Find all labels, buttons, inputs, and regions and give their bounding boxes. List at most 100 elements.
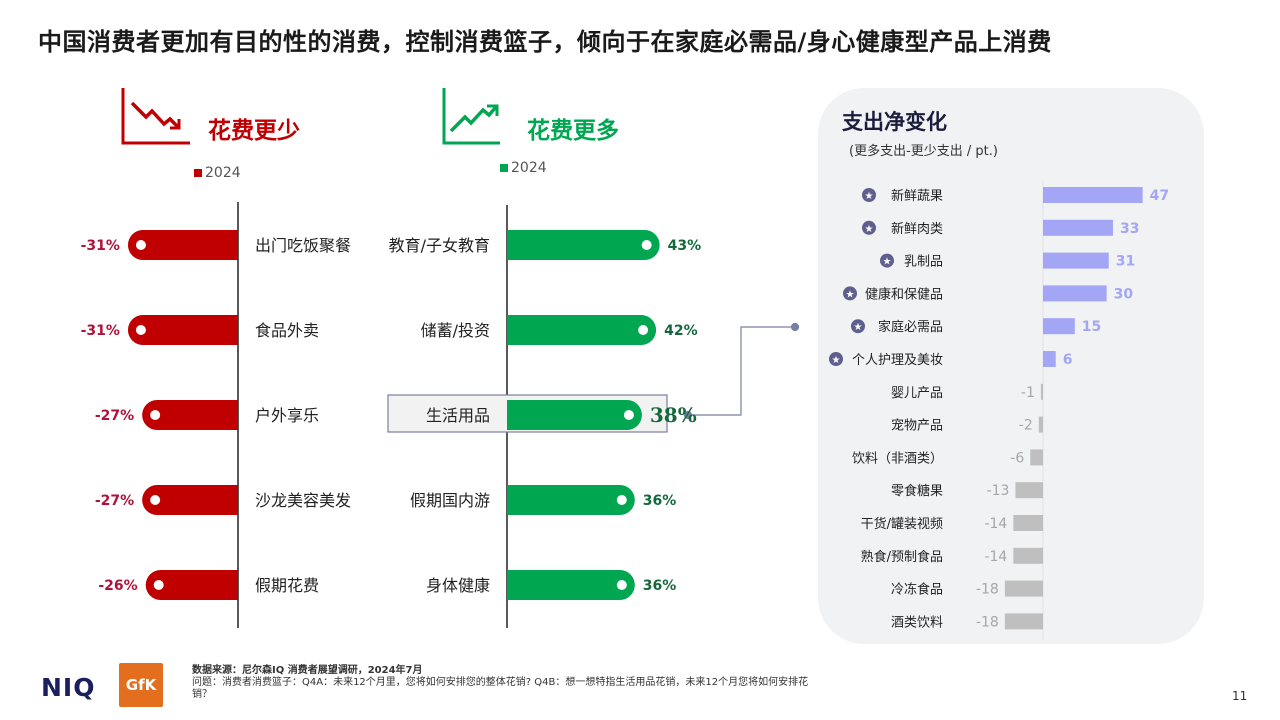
net-bar (1030, 449, 1043, 466)
net-category-label: 饮料（非酒类） (852, 451, 943, 466)
more-bar (507, 315, 657, 345)
star-icon: ★ (862, 220, 876, 235)
less-category-label: 户外享乐 (255, 406, 319, 425)
net-value-label: -14 (984, 516, 1007, 532)
net-bar (1004, 580, 1043, 597)
more-category-label: 身体健康 (426, 576, 490, 595)
less-value-label: -31% (81, 238, 120, 254)
more-bar (507, 570, 635, 600)
net-value-label: 47 (1150, 188, 1169, 204)
less-value-label: -31% (81, 323, 120, 339)
net-change-title: 支出净变化 (842, 110, 947, 134)
trend-up-icon (442, 88, 500, 145)
less-legend: 2024 (194, 165, 241, 181)
net-value-label: 6 (1063, 352, 1073, 368)
more-category-label: 假期国内游 (410, 491, 490, 510)
net-category-label: 个人护理及美妆 (852, 353, 943, 368)
net-value-label: -18 (976, 614, 999, 630)
more-bar-dot (623, 410, 634, 420)
more-category-label: 储蓄/投资 (421, 321, 490, 340)
less-heading: 花费更少 (208, 118, 300, 144)
net-category-label: 新鲜肉类 (891, 221, 943, 237)
trend-down-icon (121, 88, 190, 145)
more-category-label: 生活用品 (426, 406, 490, 425)
less-bar (142, 400, 238, 430)
net-category-label: 婴儿产品 (891, 386, 943, 401)
more-value-label: 36% (643, 493, 677, 509)
net-category-label: 零食糖果 (891, 483, 943, 499)
star-icon: ★ (880, 253, 894, 268)
net-change-panel (818, 88, 1204, 644)
gfk-logo: GfK (119, 663, 163, 707)
net-bar (1043, 285, 1107, 302)
less-bars: -31% 出门吃饭聚餐 -31% 食品外卖 -27% 户外享乐 -27% 沙龙美容美发 -26%… (81, 230, 351, 600)
more-bar-dot (638, 325, 649, 335)
net-value-label: 15 (1082, 319, 1101, 335)
star-icon: ★ (851, 319, 865, 334)
less-value-label: -27% (95, 493, 134, 509)
more-bars: 43% 教育/子女教育 42% 储蓄/投资 38% 生活用品 36% 假期国内游 36% 身体健康 (389, 230, 702, 600)
footer-question: 问题：消费者消费篮子：Q4A：未来12个月里，您将如何安排您的整体花销? Q4B… (192, 677, 809, 700)
svg-text:★: ★ (832, 355, 841, 366)
svg-text:★: ★ (883, 257, 892, 268)
net-category-label: 新鲜蔬果 (891, 188, 943, 204)
less-legend-swatch (194, 169, 202, 177)
net-category-label: 干货/罐装视频 (861, 516, 943, 532)
less-category-label: 假期花费 (255, 576, 319, 595)
less-bar-dot (150, 495, 161, 505)
net-value-label: -18 (976, 582, 999, 598)
more-bar (507, 230, 660, 260)
more-bar-dot (616, 495, 627, 505)
more-legend-swatch (500, 164, 508, 172)
connector (683, 322, 800, 420)
net-category-label: 宠物产品 (891, 418, 943, 434)
less-category-label: 出门吃饭聚餐 (255, 236, 351, 255)
more-bar (507, 400, 642, 430)
less-bar-dot (135, 325, 146, 335)
svg-text:★: ★ (865, 191, 874, 202)
star-icon: ★ (843, 286, 857, 301)
less-legend-label: 2024 (205, 165, 241, 181)
more-category-label: 教育/子女教育 (389, 236, 490, 255)
svg-text:★: ★ (854, 322, 863, 333)
page-title: 中国消费者更加有目的性的消费，控制消费篮子，倾向于在家庭必需品/身心健康型产品上… (38, 28, 1052, 56)
less-bar-dot (153, 580, 164, 590)
svg-text:★: ★ (846, 289, 855, 300)
net-category-label: 乳制品 (904, 255, 943, 270)
more-value-label: 36% (643, 578, 677, 594)
niq-logo: NIQ (41, 673, 96, 702)
net-bar (1043, 351, 1056, 367)
net-bar (1043, 219, 1113, 236)
page-number: 11 (1232, 689, 1248, 703)
more-legend: 2024 (500, 160, 547, 176)
net-value-label: -1 (1021, 385, 1035, 401)
more-value-label: 43% (668, 238, 702, 254)
more-heading: 花费更多 (527, 118, 619, 144)
more-value-label: 38% (650, 403, 697, 427)
more-value-label: 42% (664, 323, 698, 339)
more-legend-label: 2024 (511, 160, 547, 176)
net-value-label: -13 (987, 483, 1010, 499)
net-bar (1004, 613, 1043, 630)
less-category-label: 沙龙美容美发 (255, 491, 351, 510)
net-value-label: -14 (984, 549, 1007, 565)
net-value-label: 31 (1116, 254, 1135, 270)
more-bar (507, 485, 635, 515)
net-value-label: 30 (1114, 286, 1134, 302)
star-icon: ★ (829, 352, 843, 366)
less-bar (127, 315, 238, 345)
footer: 数据来源：尼尔森IQ 消费者展望调研，2024年7月 问题：消费者消费篮子：Q4… (192, 665, 822, 701)
net-category-label: 酒类饮料 (891, 615, 943, 630)
net-bars: 47 新鲜蔬果 ★ 33 新鲜肉类 ★ 31 乳制品 ★ 30 健康和保健品 ★ 15 家庭必需品 ★ 6 个人… (829, 187, 1169, 630)
less-value-label: -27% (95, 408, 134, 424)
net-category-label: 熟食/预制食品 (861, 549, 943, 565)
less-category-label: 食品外卖 (255, 321, 319, 340)
less-value-label: -26% (98, 578, 137, 594)
net-category-label: 冷冻食品 (891, 582, 943, 598)
less-bar (127, 230, 238, 260)
less-bar-dot (135, 240, 146, 250)
net-bar (1043, 252, 1109, 269)
net-bar (1013, 515, 1043, 531)
